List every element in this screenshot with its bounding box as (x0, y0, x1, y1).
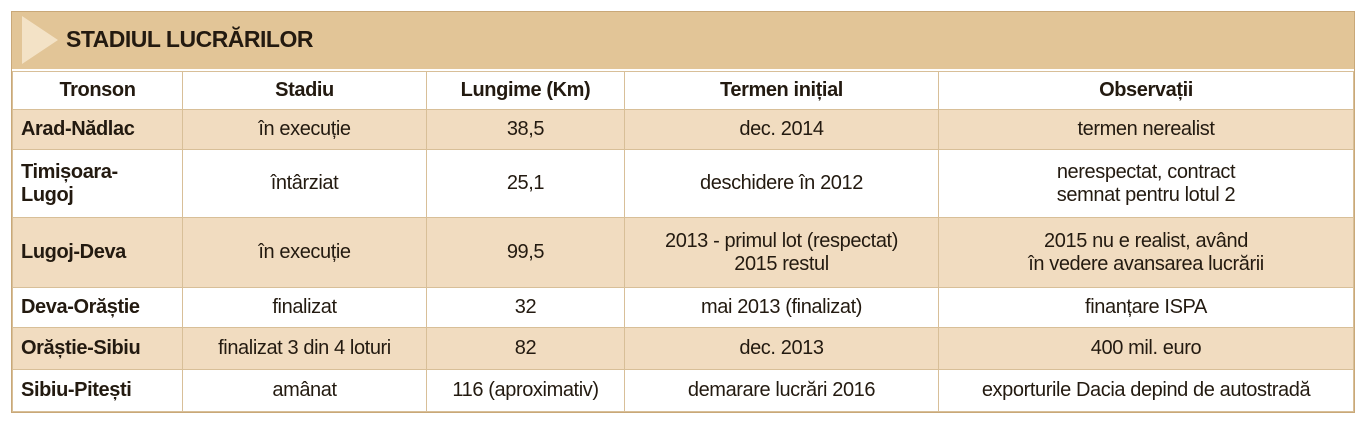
table-body: Arad-Nădlac în execuție 38,5 dec. 2014 terme… (12, 109, 1354, 412)
cell: amânat (182, 369, 427, 412)
table-row: Lugoj-Deva în execuție 99,5 2013 - primul l… (12, 217, 1354, 288)
cell: 32 (426, 287, 625, 328)
cell: întârziat (182, 149, 427, 218)
cell: 25,1 (426, 149, 625, 218)
cell: exporturile Dacia depind de autostradă (938, 369, 1354, 412)
cell: nerespectat, contract semnat pentru lotu… (938, 149, 1354, 218)
row-label: Timișoara- Lugoj (12, 149, 183, 218)
row-label: Lugoj-Deva (12, 217, 183, 288)
table-row: Deva-Orăștie finalizat 32 mai 2013 (finaliz… (12, 287, 1354, 328)
cell: 38,5 (426, 109, 625, 150)
row-label: Deva-Orăștie (12, 287, 183, 328)
header-row: Tronson Stadiu Lungime (Km) Termen inițial O… (12, 71, 1354, 110)
table-row: Arad-Nădlac în execuție 38,5 dec. 2014 terme… (12, 109, 1354, 150)
cell: în execuție (182, 217, 427, 288)
row-label: Arad-Nădlac (12, 109, 183, 150)
table: Tronson Stadiu Lungime (Km) Termen inițial O… (12, 71, 1354, 412)
table-row: Orăștie-Sibiu finalizat 3 din 4 loturi 82 d… (12, 327, 1354, 370)
header-bar: STADIUL LUCRĂRILOR (12, 12, 1354, 71)
table-row: Sibiu-Pitești amânat 116 (aproximativ) dema… (12, 369, 1354, 412)
row-label: Orăștie-Sibiu (12, 327, 183, 370)
title: STADIUL LUCRĂRILOR (66, 26, 313, 52)
cell: mai 2013 (finalizat) (624, 287, 939, 328)
column-header: Stadiu (182, 71, 427, 110)
cell: 2013 - primul lot (respectat) 2015 restu… (624, 217, 939, 288)
cell: dec. 2014 (624, 109, 939, 150)
cell: finanțare ISPA (938, 287, 1354, 328)
table-row: Timișoara- Lugoj întârziat 25,1 deschidere … (12, 149, 1354, 218)
cell: 116 (aproximativ) (426, 369, 625, 412)
cell: dec. 2013 (624, 327, 939, 370)
cell: deschidere în 2012 (624, 149, 939, 218)
cell: termen nerealist (938, 109, 1354, 150)
cell: finalizat 3 din 4 loturi (182, 327, 427, 370)
column-header: Observații (938, 71, 1354, 110)
cell: 99,5 (426, 217, 625, 288)
column-header: Tronson (12, 71, 183, 110)
row-label: Sibiu-Pitești (12, 369, 183, 412)
column-header: Termen inițial (624, 71, 939, 110)
cell: 2015 nu e realist, având în vedere avans… (938, 217, 1354, 288)
cell: 82 (426, 327, 625, 370)
cell: finalizat (182, 287, 427, 328)
cell: 400 mil. euro (938, 327, 1354, 370)
arrow-icon (22, 16, 58, 64)
cell: demarare lucrări 2016 (624, 369, 939, 412)
cell: în execuție (182, 109, 427, 150)
column-header: Lungime (Km) (426, 71, 625, 110)
panel: STADIUL LUCRĂRILOR Tronson Stadiu Lungime … (11, 11, 1355, 413)
